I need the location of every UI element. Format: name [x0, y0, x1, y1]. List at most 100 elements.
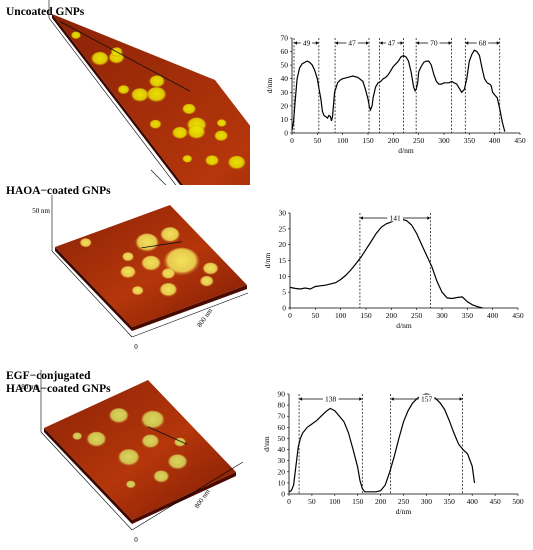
x-tick-label: 250: [398, 497, 410, 506]
y-tick-label: 70: [278, 412, 286, 421]
y-tick-label: 80: [278, 401, 286, 410]
x-tick-label: 50: [308, 497, 316, 506]
bracket-label: 49: [303, 39, 311, 48]
afm-surface-plane: [44, 380, 236, 520]
afm-particle: [70, 31, 81, 40]
panel-haoa-coated: HAOA−coated GNPs 50 nm 800 nm 0 0 5 10 15 20 25…: [0, 185, 533, 370]
x-tick-label: 250: [411, 311, 423, 320]
afm-particle: [131, 286, 144, 296]
bracket-label: 157: [421, 395, 433, 404]
panel-label-line: EGF−conjugated: [6, 370, 91, 382]
afm-side-face: [132, 285, 247, 331]
afm-particle: [86, 431, 107, 448]
y-axis-label: d/nm: [262, 436, 271, 452]
bracket-label-bg: [418, 394, 435, 403]
panel-label-line: HAOA−coated GNPs: [6, 383, 111, 395]
x-tick-label: 150: [362, 136, 374, 145]
x-tick-label: 100: [329, 497, 341, 506]
afm-particle: [227, 155, 246, 171]
y-tick-label: 0: [281, 490, 285, 499]
bracket-label-bg: [476, 38, 489, 47]
x-axis-label: d/nm: [396, 321, 412, 330]
bracket-arrowhead: [366, 41, 370, 45]
afm-scan-line: [141, 241, 183, 249]
afm-particle: [161, 268, 176, 280]
afm-particle: [182, 103, 197, 115]
bracket-label-bg: [322, 394, 339, 403]
afm-particle: [205, 155, 219, 167]
bracket-label-bg: [428, 38, 440, 47]
y-tick-label: 0: [282, 304, 286, 313]
afm-particle: [182, 155, 193, 164]
afm-particle: [79, 238, 92, 248]
profile-line: [289, 218, 483, 309]
x-axis-label: d/nm: [398, 146, 414, 155]
x-axis-label: d/nm: [396, 507, 412, 516]
bracket-arrowhead: [315, 41, 319, 45]
afm-particle: [135, 233, 160, 253]
afm-particle: [202, 262, 219, 276]
bracket-arrowhead: [416, 41, 420, 45]
afm-particle: [163, 247, 200, 277]
x-tick-label: 350: [444, 497, 456, 506]
y-tick-label: 60: [281, 47, 289, 56]
x-tick-label: 100: [335, 311, 347, 320]
bracket-arrowhead: [427, 216, 431, 220]
bracket-arrowhead: [390, 397, 394, 401]
afm-particle: [120, 266, 136, 279]
bracket-arrowhead: [359, 216, 363, 220]
afm-z-label: 50 nm: [32, 207, 50, 215]
afm-z-label: 80 nm: [21, 383, 39, 391]
x-tick-label: 450: [489, 497, 501, 506]
afm-particle: [140, 410, 165, 430]
afm-particle: [141, 434, 160, 449]
y-tick-label: 20: [281, 101, 289, 110]
bracket-arrowhead: [359, 397, 363, 401]
x-tick-label: 50: [312, 311, 320, 320]
y-tick-label: 30: [281, 88, 289, 97]
y-tick-label: 20: [278, 467, 286, 476]
profile-line: [291, 49, 506, 132]
y-tick-label: 30: [278, 456, 286, 465]
afm-surface: 200 nm400 nm0: [48, 0, 250, 185]
y-tick-label: 10: [281, 115, 289, 124]
afm-particle: [125, 480, 136, 489]
x-tick-label: 400: [489, 136, 501, 145]
panel-uncoated: Uncoated GNPs 200 nm400 nm0 0 10 20 30 40 50 6…: [0, 0, 533, 185]
afm-particle: [146, 86, 167, 103]
x-tick-label: 0: [290, 136, 294, 145]
bracket-arrowhead: [299, 397, 303, 401]
y-tick-label: 20: [279, 240, 287, 249]
afm-scan-line: [59, 21, 190, 92]
profile-chart: 0 10 20 30 40 50 60 70 80 90 0 50 100 150 200 250 300 350…: [262, 390, 524, 517]
profile-line: [288, 393, 476, 493]
panel-label-line: Uncoated GNPs: [6, 6, 85, 18]
y-tick-label: 0: [284, 129, 288, 138]
bracket-label: 141: [390, 214, 402, 223]
afm-side-face: [44, 428, 132, 524]
panel-label: EGF−conjugated HAOA−coated GNPs: [6, 370, 111, 396]
y-tick-label: 15: [279, 256, 287, 265]
bracket-arrowhead: [400, 41, 404, 45]
afm-particle: [121, 252, 134, 262]
x-tick-label: 300: [438, 136, 450, 145]
afm-side-face: [55, 247, 132, 331]
afm-x-axis: [51, 250, 133, 338]
y-tick-label: 5: [282, 288, 286, 297]
bracket-label: 68: [479, 39, 487, 48]
afm-particle: [141, 255, 161, 272]
x-tick-label: 400: [487, 311, 499, 320]
y-axis-label: d/nm: [265, 78, 274, 94]
afm-particle: [167, 454, 188, 471]
afm-particle: [72, 432, 83, 441]
afm-particle: [187, 125, 206, 140]
afm-particle: [171, 126, 188, 140]
panel-label: Uncoated GNPs: [6, 6, 84, 19]
y-tick-label: 25: [279, 224, 287, 233]
bracket-label-bg: [300, 38, 313, 47]
bracket-arrowhead: [459, 397, 463, 401]
bracket-label: 47: [388, 39, 396, 48]
